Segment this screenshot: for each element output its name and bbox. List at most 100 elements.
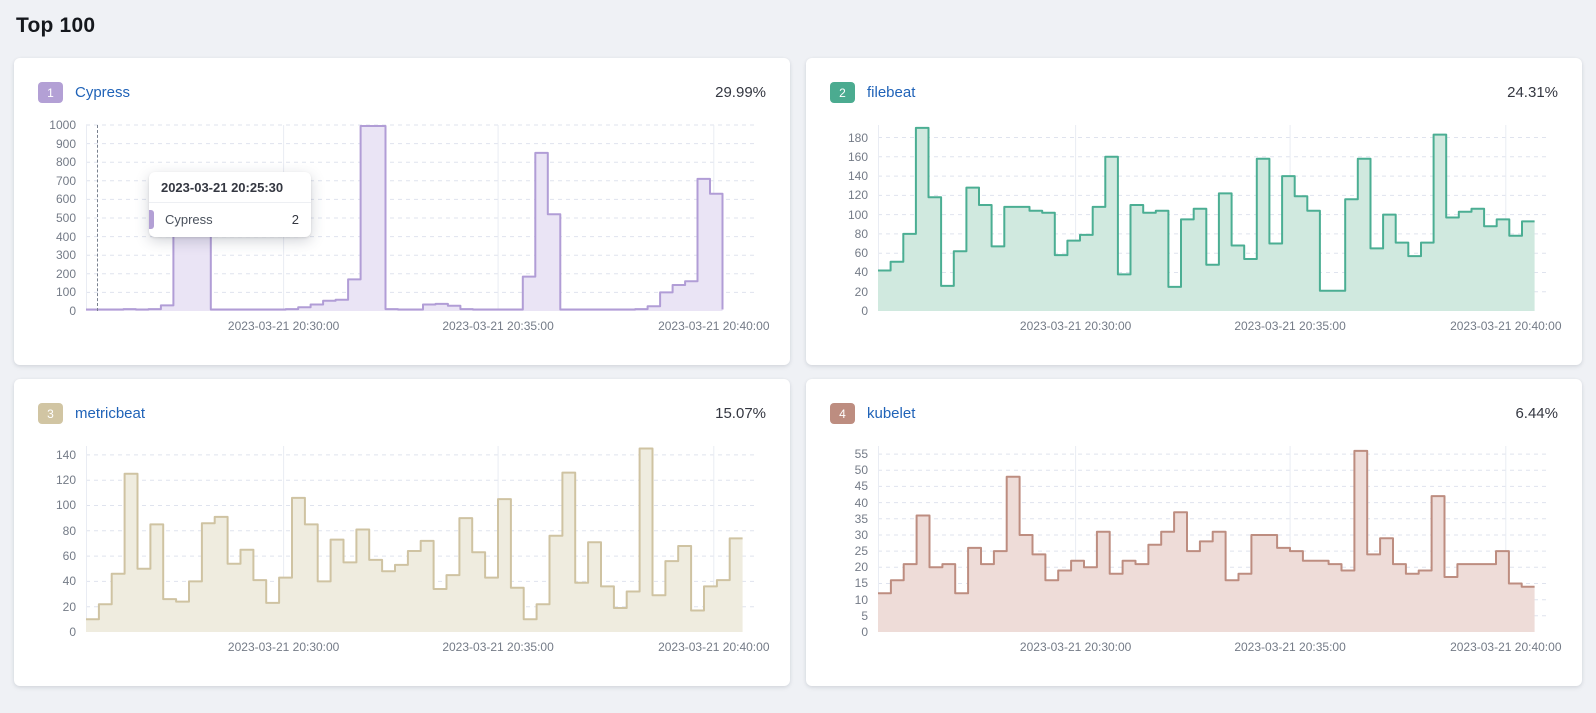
x-axis-label: 2023-03-21 20:35:00 xyxy=(442,640,554,654)
percent-value: 15.07% xyxy=(715,405,766,422)
y-axis-label: 300 xyxy=(55,248,76,263)
y-axis: 0 100 200 300 400 500 600 700 800 900 1000 xyxy=(38,119,86,317)
y-axis-label: 600 xyxy=(55,192,76,207)
step-area-chart xyxy=(878,446,1548,632)
series-link[interactable]: filebeat xyxy=(867,84,916,101)
x-axis-label: 2023-03-21 20:35:00 xyxy=(1234,640,1346,654)
charts-grid: 1 Cypress 29.99% 0 100 200 300 400 500 600 700 8… xyxy=(14,58,1582,686)
y-axis-label: 400 xyxy=(55,229,76,244)
chart-card: 2 filebeat 24.31% 0 20 40 60 80 100 120 140 160 1… xyxy=(806,58,1582,365)
tooltip-row: Cypress 2 xyxy=(148,203,311,237)
y-axis-label: 5 xyxy=(861,608,868,623)
step-area-chart xyxy=(86,446,756,632)
y-axis-label: 80 xyxy=(62,523,76,538)
y-axis-label: 140 xyxy=(847,169,868,184)
y-axis-label: 120 xyxy=(847,188,868,203)
y-axis-label: 900 xyxy=(55,136,76,151)
hover-cursor-line xyxy=(96,125,98,311)
x-axis-label: 2023-03-21 20:30:00 xyxy=(227,640,340,654)
plot-area[interactable]: 2023-03-21 20:25:30 Cypress 2 xyxy=(86,124,756,311)
y-axis-label: 25 xyxy=(854,544,868,559)
y-axis-label: 140 xyxy=(55,447,76,462)
y-axis: 0 5 10 15 20 25 30 35 40 45 50 55 xyxy=(830,446,878,638)
chart-area: 0 100 200 300 400 500 600 700 800 900 1000 2023-03… xyxy=(38,119,766,317)
y-axis-label: 40 xyxy=(854,265,868,280)
x-axis-label: 2023-03-21 20:30:00 xyxy=(1019,319,1132,333)
rank-badge: 1 xyxy=(38,82,63,103)
y-axis-label: 50 xyxy=(854,463,868,478)
chart-area: 0 20 40 60 80 100 120 140 160 180 xyxy=(830,125,1558,317)
rank-badge: 2 xyxy=(830,82,855,103)
percent-value: 29.99% xyxy=(715,84,766,101)
chart-card: 4 kubelet 6.44% 0 5 10 15 20 25 30 35 40 45 50 55 2… xyxy=(806,379,1582,686)
y-axis-label: 100 xyxy=(55,498,76,513)
step-area-chart xyxy=(878,125,1548,312)
tooltip-series-name: Cypress xyxy=(164,212,213,227)
y-axis-label: 60 xyxy=(62,549,76,564)
y-axis-label: 200 xyxy=(55,266,76,281)
y-axis-label: 1000 xyxy=(49,118,76,132)
y-axis-label: 100 xyxy=(55,285,76,300)
y-axis-label: 800 xyxy=(55,155,76,170)
chart-card: 3 metricbeat 15.07% 0 20 40 60 80 100 120 140 2… xyxy=(14,379,790,686)
x-axis-label: 2023-03-21 20:30:00 xyxy=(227,319,340,333)
card-header: 1 Cypress 29.99% xyxy=(38,82,766,103)
chart-area: 0 20 40 60 80 100 120 140 xyxy=(38,446,766,638)
plot-area[interactable] xyxy=(878,446,1548,632)
series-link[interactable]: kubelet xyxy=(867,405,916,422)
y-axis-label: 20 xyxy=(854,560,868,575)
percent-value: 24.31% xyxy=(1507,84,1558,101)
y-axis-label: 100 xyxy=(847,207,868,222)
x-axis-label: 2023-03-21 20:35:00 xyxy=(1234,319,1346,333)
y-axis-label: 0 xyxy=(861,625,868,639)
y-axis-label: 160 xyxy=(847,149,868,164)
x-axis-label: 2023-03-21 20:30:00 xyxy=(1019,640,1132,654)
y-axis-label: 35 xyxy=(854,511,868,526)
x-axis-label: 2023-03-21 20:35:00 xyxy=(442,319,554,333)
y-axis-label: 15 xyxy=(854,576,868,591)
plot-area[interactable] xyxy=(86,446,756,632)
card-header: 2 filebeat 24.31% xyxy=(830,82,1558,103)
series-link[interactable]: Cypress xyxy=(75,84,131,101)
series-link[interactable]: metricbeat xyxy=(75,405,146,422)
x-axis: 2023-03-21 20:30:00 2023-03-21 20:35:00 20… xyxy=(878,319,1562,335)
y-axis-label: 80 xyxy=(854,226,868,241)
x-axis-label: 2023-03-21 20:40:00 xyxy=(658,319,770,333)
chart-area: 0 5 10 15 20 25 30 35 40 45 50 55 xyxy=(830,446,1558,638)
y-axis-label: 45 xyxy=(854,479,868,494)
y-axis-label: 0 xyxy=(69,625,76,639)
y-axis-label: 700 xyxy=(55,173,76,188)
rank-badge: 4 xyxy=(830,403,855,424)
plot-area[interactable] xyxy=(878,125,1548,312)
y-axis-label: 40 xyxy=(62,574,76,589)
y-axis-label: 40 xyxy=(854,495,868,510)
chart-card: 1 Cypress 29.99% 0 100 200 300 400 500 600 700 8… xyxy=(14,58,790,365)
y-axis-label: 120 xyxy=(55,473,76,488)
y-axis-label: 0 xyxy=(861,304,868,318)
y-axis-label: 10 xyxy=(854,592,868,607)
chart-tooltip: 2023-03-21 20:25:30 Cypress 2 xyxy=(148,172,311,237)
y-axis-label: 180 xyxy=(847,130,868,145)
percent-value: 6.44% xyxy=(1515,405,1558,422)
y-axis-label: 60 xyxy=(854,246,868,261)
page-title: Top 100 xyxy=(16,14,96,37)
y-axis-label: 20 xyxy=(62,599,76,614)
tooltip-timestamp: 2023-03-21 20:25:30 xyxy=(148,172,311,203)
tooltip-series-value: 2 xyxy=(291,212,299,227)
tooltip-series-swatch xyxy=(148,210,154,229)
y-axis-label: 500 xyxy=(55,211,76,225)
x-axis-label: 2023-03-21 20:40:00 xyxy=(658,640,770,654)
card-header: 3 metricbeat 15.07% xyxy=(38,403,766,424)
y-axis: 0 20 40 60 80 100 120 140 160 180 xyxy=(830,125,878,317)
y-axis-label: 0 xyxy=(69,304,76,318)
rank-badge: 3 xyxy=(38,403,63,424)
y-axis: 0 20 40 60 80 100 120 140 xyxy=(38,446,86,638)
x-axis: 2023-03-21 20:30:00 2023-03-21 20:35:00 20… xyxy=(86,319,770,335)
y-axis-label: 20 xyxy=(854,284,868,299)
y-axis-label: 30 xyxy=(854,527,868,542)
y-axis-label: 55 xyxy=(854,447,868,462)
x-axis-label: 2023-03-21 20:40:00 xyxy=(1450,640,1562,654)
x-axis: 2023-03-21 20:30:00 2023-03-21 20:35:00 20… xyxy=(86,640,770,656)
x-axis-label: 2023-03-21 20:40:00 xyxy=(1450,319,1562,333)
card-header: 4 kubelet 6.44% xyxy=(830,403,1558,424)
